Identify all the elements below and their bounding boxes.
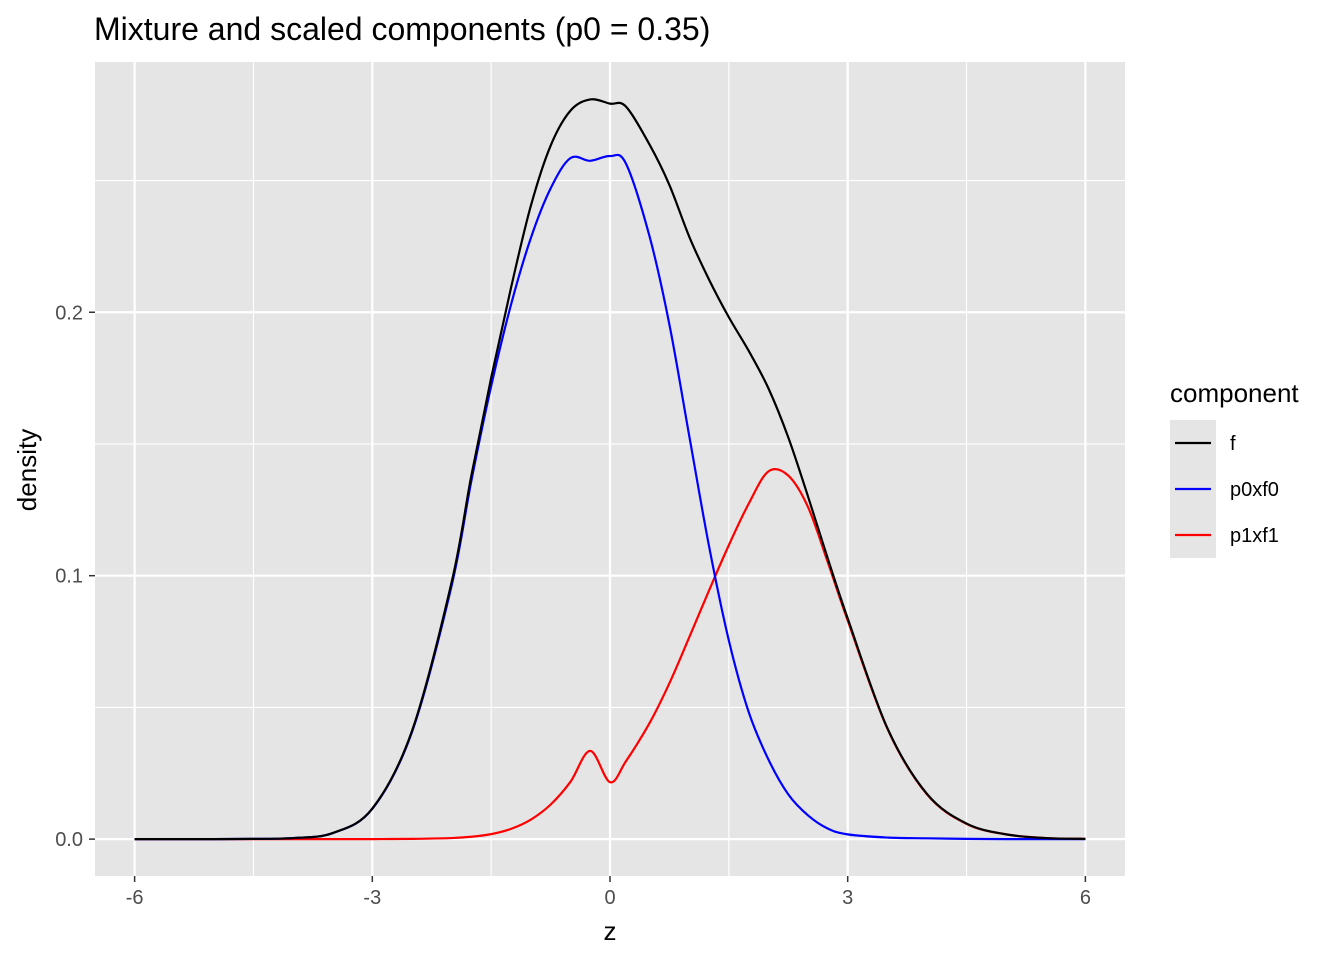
x-axis-ticks: -6 -3 0 3 6 [126,876,1091,909]
series-line-f [134,98,1086,841]
series-lines [134,98,1086,841]
x-tick-label: 6 [1080,887,1091,909]
x-tick-label: -3 [363,887,381,909]
x-tick-label: -6 [126,887,144,909]
y-tick-label: 0.1 [55,566,83,588]
y-axis-title: density [12,429,42,511]
legend-label-f: f [1230,433,1236,455]
y-tick-label: 0.2 [55,302,83,324]
chart-title: Mixture and scaled components (p0 = 0.35… [94,11,710,47]
major-gridlines [95,62,1125,876]
x-axis-title: z [604,916,617,946]
y-tick-label: 0.0 [55,829,83,851]
x-tick-label: 0 [604,887,615,909]
y-axis-ticks: 0.0 0.1 0.2 [55,302,95,851]
x-tick-label: 3 [842,887,853,909]
legend: component f p0xf0 p1xf1 [1170,378,1299,558]
legend-label-p0xf0: p0xf0 [1230,479,1279,501]
legend-label-p1xf1: p1xf1 [1230,525,1279,547]
legend-title: component [1170,378,1299,408]
